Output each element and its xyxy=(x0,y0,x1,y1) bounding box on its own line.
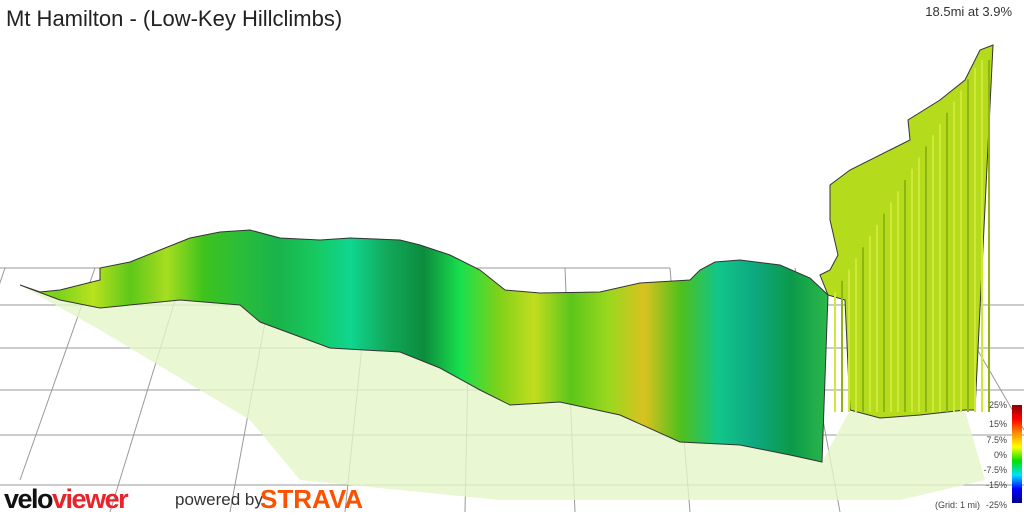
legend-label: -15% xyxy=(985,480,1007,490)
climb-stripes xyxy=(834,60,990,412)
distance-grade-summary: 18.5mi at 3.9% xyxy=(925,4,1012,19)
logo-velo: velo xyxy=(4,484,54,514)
legend-label: 25% xyxy=(988,400,1007,410)
legend-label: -7.5% xyxy=(983,465,1007,475)
legend-label: 0% xyxy=(993,450,1007,460)
veloviewer-logo[interactable]: veloviewer xyxy=(4,484,129,515)
logo-viewer: viewer xyxy=(52,484,129,514)
grid-scale-note: (Grid: 1 mi) xyxy=(935,500,980,510)
legend-label: 15% xyxy=(988,419,1007,429)
gradient-color-scale xyxy=(1012,405,1022,503)
page-title: Mt Hamilton - (Low-Key Hillclimbs) xyxy=(6,6,343,31)
powered-by-text: powered by xyxy=(175,490,263,509)
legend-label: -25% xyxy=(985,500,1007,510)
legend-label: 7.5% xyxy=(986,435,1007,445)
strava-logo[interactable]: STRAVA xyxy=(260,484,364,514)
grid-line xyxy=(0,267,6,285)
profile-wall-lower xyxy=(19,229,829,463)
